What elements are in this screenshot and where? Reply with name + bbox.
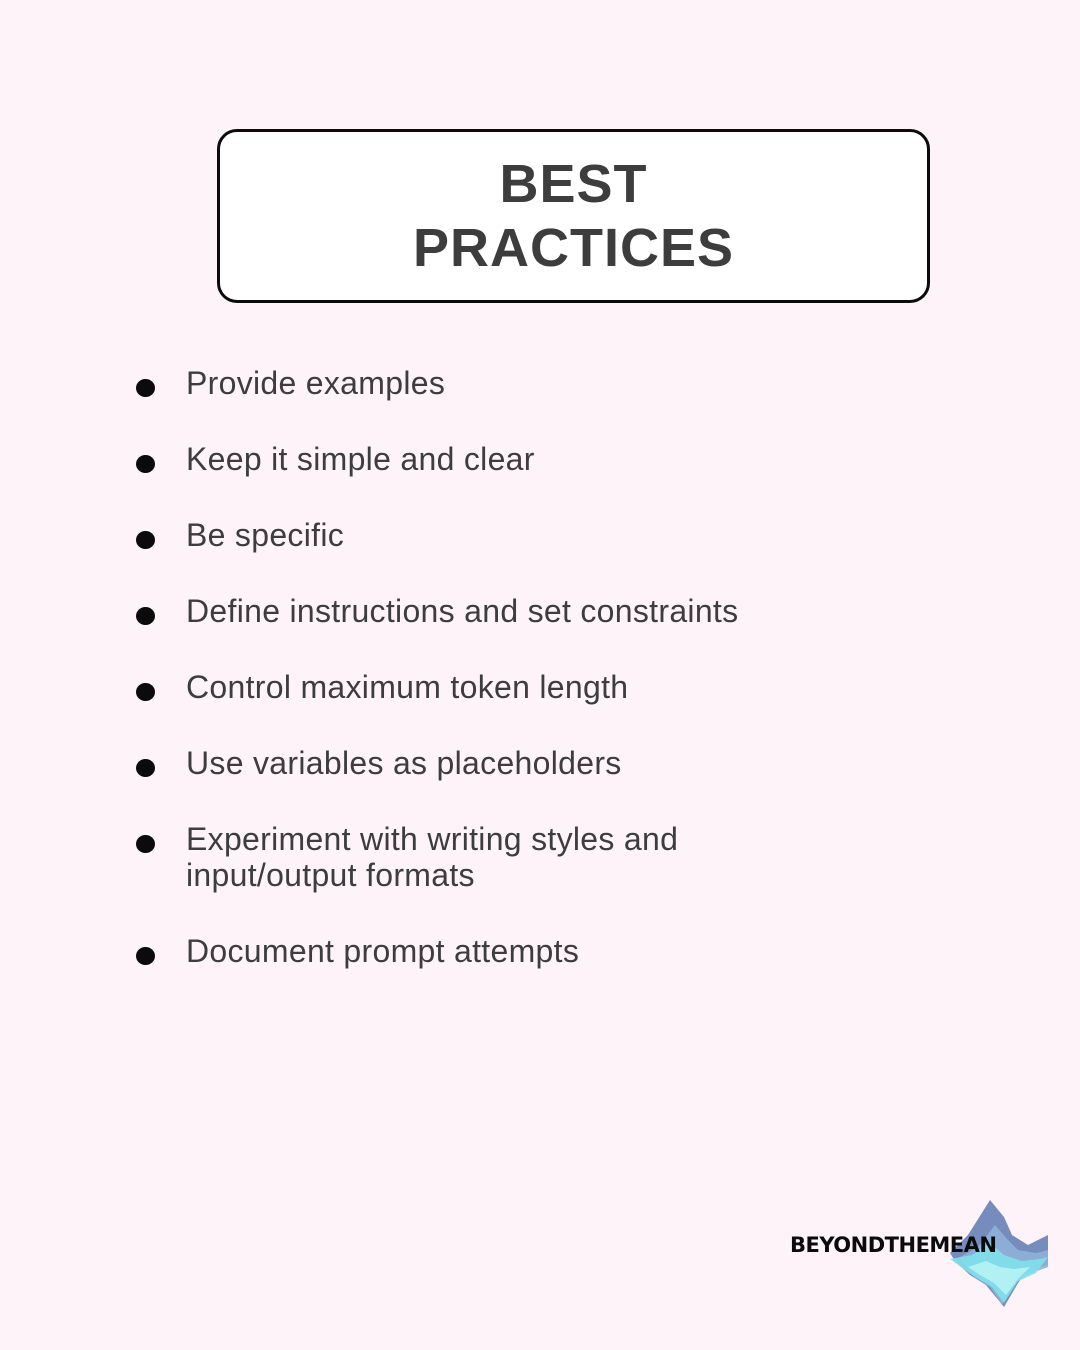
bullet-icon	[136, 947, 155, 965]
title-line-2: PRACTICES	[412, 218, 735, 278]
bullet-icon	[136, 835, 155, 853]
list-item: Keep it simple and clear	[136, 441, 836, 477]
best-practices-list: Provide examples Keep it simple and clea…	[136, 365, 836, 1009]
bullet-icon	[136, 455, 155, 473]
list-item-text: Use variables as placeholders	[186, 745, 622, 781]
list-item-text: Define instructions and set constraints	[186, 593, 739, 629]
bullet-icon	[136, 683, 155, 701]
list-item: Document prompt attempts	[136, 933, 836, 969]
bullet-icon	[136, 607, 155, 625]
list-item: Control maximum token length	[136, 669, 836, 705]
bullet-icon	[136, 759, 155, 777]
list-item-text: Provide examples	[186, 365, 446, 401]
list-item: Define instructions and set constraints	[136, 593, 836, 629]
list-item: Experiment with writing styles and input…	[136, 821, 836, 893]
list-item-text: Experiment with writing styles and input…	[186, 821, 679, 893]
list-item: Be specific	[136, 517, 836, 553]
list-item-text: Keep it simple and clear	[186, 441, 535, 477]
list-item-text: Document prompt attempts	[186, 933, 580, 969]
list-item-text: Control maximum token length	[186, 669, 629, 705]
list-item: Provide examples	[136, 365, 836, 401]
brand-logo-text: BEYONDTHEMEAN	[790, 1233, 997, 1257]
list-item: Use variables as placeholders	[136, 745, 836, 781]
brand-logo: BEYONDTHEMEAN	[790, 1195, 1052, 1311]
bullet-icon	[136, 379, 155, 397]
mountain-icon	[950, 1200, 1048, 1307]
title-box: BEST PRACTICES	[217, 129, 930, 303]
title-line-1: BEST	[499, 154, 648, 214]
bullet-icon	[136, 531, 155, 549]
list-item-text: Be specific	[186, 517, 345, 553]
